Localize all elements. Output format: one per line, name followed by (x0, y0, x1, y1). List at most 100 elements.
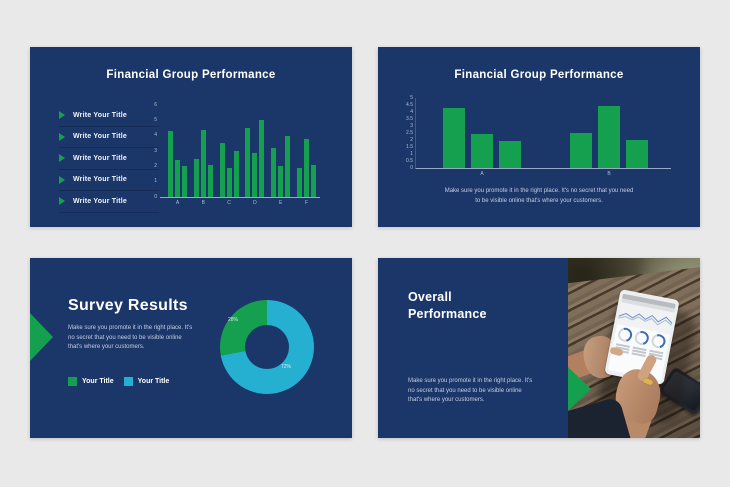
bar-group: F (296, 138, 316, 206)
triangle-bullet-icon (59, 132, 65, 141)
triangle-bullet-icon (59, 197, 65, 206)
slide-title: Financial Group Performance (454, 69, 624, 81)
bullet-item: Write Your Title (59, 170, 159, 191)
slide-financial-group-performance-2[interactable]: Financial Group Performance 0 0.5 1 1.5 2 2.5… (378, 47, 700, 227)
y-axis-tick-label: 1 (410, 150, 413, 157)
green-arrow-icon (30, 313, 53, 361)
bullet-label: Write Your Title (73, 176, 128, 184)
x-axis-category-label: B (201, 200, 205, 206)
bar-group: C (219, 143, 239, 206)
y-axis-tick-label: 4 (154, 132, 157, 139)
photo-hands-tablet (568, 258, 700, 438)
bullet-item: Write Your Title (59, 191, 159, 213)
bullet-item: Write Your Title (59, 127, 159, 148)
slide-overall-performance[interactable]: Overall Performance Make sure you promot… (378, 258, 700, 438)
slide-caption: Make sure you promote it in the right pl… (444, 188, 634, 204)
bar-group: A (168, 131, 187, 206)
bar (296, 167, 302, 197)
grouped-bar-chart: 0 1 2 3 4 5 6 A B C D E F (154, 102, 320, 206)
slide-title: Overall Performance (408, 290, 487, 321)
bullet-item: Write Your Title (59, 148, 159, 170)
slide-title: Survey Results (68, 297, 188, 314)
bar (226, 167, 232, 197)
y-axis-tick-label: 0 (154, 193, 157, 200)
legend-item: Your Title (123, 377, 170, 386)
y-axis-tick-label: 6 (154, 101, 157, 108)
y-axis-tick-label: 4.5 (406, 101, 413, 108)
bar-group: E (271, 135, 291, 206)
x-axis-category-label: E (279, 200, 283, 206)
legend-label: Your Title (137, 378, 170, 385)
x-axis-category-label: F (304, 200, 309, 206)
y-axis-tick-label: 1 (154, 178, 157, 185)
slide-survey-results[interactable]: Survey Results Make sure you promote it … (30, 258, 352, 438)
bar (200, 129, 206, 197)
bullet-label: Write Your Title (73, 197, 128, 205)
bar (626, 140, 648, 168)
legend-swatch-cyan (123, 377, 133, 386)
slide-financial-group-performance-1[interactable]: Financial Group Performance Write Your T… (30, 47, 352, 227)
bar (285, 135, 291, 197)
donut-data-label: 72% (281, 364, 292, 370)
donut-data-label: 28% (228, 317, 239, 323)
bar (193, 158, 199, 197)
y-axis-tick-label: 5 (154, 116, 157, 123)
bar (278, 166, 284, 197)
bar (598, 106, 620, 168)
y-axis-tick-label: 3 (410, 122, 413, 129)
legend-swatch-green (68, 377, 77, 386)
bullet-label: Write Your Title (73, 111, 128, 119)
slide-title: Financial Group Performance (106, 69, 276, 81)
bar-group: D (245, 120, 265, 206)
x-axis-category-label: D (253, 200, 257, 206)
bar (182, 166, 187, 197)
bar (233, 151, 239, 197)
triangle-bullet-icon (59, 111, 65, 120)
bullet-label: Write Your Title (73, 133, 128, 141)
bar (259, 120, 265, 197)
y-axis-tick-label: 4 (410, 108, 413, 115)
bullet-list: Write Your Title Write Your Title Write … (59, 105, 159, 213)
x-axis-category-label: A (175, 200, 180, 206)
y-axis-tick-label: 2 (154, 162, 157, 169)
bar (168, 131, 173, 197)
slide-body-text: Make sure you promote it in the right pl… (408, 378, 533, 404)
x-axis-category-label: A (480, 171, 484, 177)
bullet-label: Write Your Title (73, 154, 128, 162)
bar (570, 133, 592, 168)
y-axis-tick-label: 3.5 (406, 115, 413, 122)
y-axis-tick-label: 2 (410, 136, 413, 143)
bar-group: B (570, 106, 648, 177)
bar (219, 143, 225, 197)
bar (252, 152, 258, 197)
y-axis-tick-label: 0.5 (406, 157, 413, 164)
photo-tablet-screen (608, 293, 676, 381)
triangle-bullet-icon (59, 175, 65, 184)
bullet-item: Write Your Title (59, 105, 159, 127)
y-axis-tick-label: 2.5 (406, 129, 413, 136)
bar (303, 138, 309, 197)
y-axis-tick-label: 0 (410, 164, 413, 171)
grouped-bar-chart: 0 0.5 1 1.5 2 2.5 3 3.5 4 4.5 5 A B (406, 95, 671, 177)
photo-tablet (604, 289, 680, 385)
slide-body-text: Make sure you promote it in the right pl… (68, 325, 193, 351)
bar (207, 164, 213, 197)
y-axis-tick-label: 5 (410, 94, 413, 101)
bar-group: A (443, 107, 521, 177)
x-axis-category-label: B (607, 171, 611, 177)
y-axis-tick-label: 1.5 (406, 143, 413, 150)
bar-group: B (193, 129, 213, 206)
bar (499, 141, 521, 168)
bar (271, 147, 277, 197)
y-axis-tick-label: 3 (154, 147, 157, 154)
chart-legend: Your Title Your Title (68, 377, 169, 386)
green-arrow-icon (568, 367, 591, 411)
x-axis-category-label: C (227, 200, 231, 206)
bar (443, 107, 465, 168)
donut-chart: 72% 28% (220, 300, 314, 394)
legend-item: Your Title (68, 377, 114, 386)
bar (175, 160, 180, 197)
tablet-line-chart (617, 302, 675, 335)
bar (471, 134, 493, 168)
donut-hole (245, 325, 289, 369)
